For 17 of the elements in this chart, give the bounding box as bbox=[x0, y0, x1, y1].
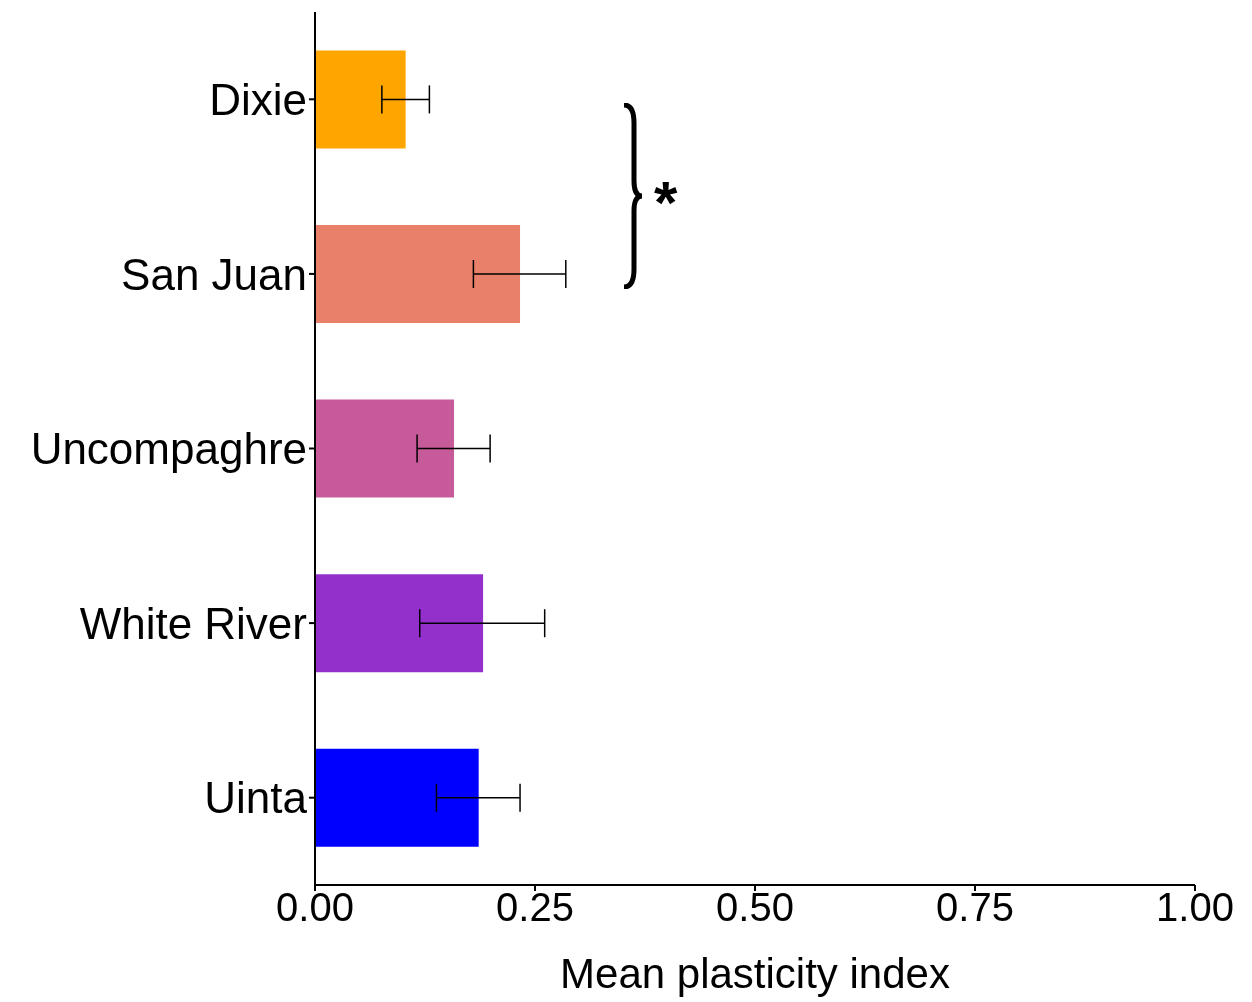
x-axis-title: Mean plasticity index bbox=[560, 950, 950, 997]
y-tick-label: Uncompaghre bbox=[30, 424, 307, 474]
y-tick-label: Uinta bbox=[204, 773, 308, 823]
bar bbox=[315, 399, 455, 498]
x-tick-label: 0.00 bbox=[276, 885, 354, 930]
y-tick-label: White River bbox=[79, 598, 307, 648]
bar bbox=[315, 225, 521, 324]
bar bbox=[315, 748, 479, 847]
y-tick-label: Dixie bbox=[209, 74, 307, 124]
x-tick-label: 0.75 bbox=[936, 885, 1014, 930]
bar bbox=[315, 50, 406, 149]
x-tick-label: 1.00 bbox=[1156, 885, 1234, 930]
x-tick-label: 0.50 bbox=[716, 885, 794, 930]
bar bbox=[315, 574, 484, 673]
annotation: * bbox=[654, 168, 678, 237]
y-tick-label: San Juan bbox=[121, 249, 307, 299]
x-tick-label: 0.25 bbox=[496, 885, 574, 930]
